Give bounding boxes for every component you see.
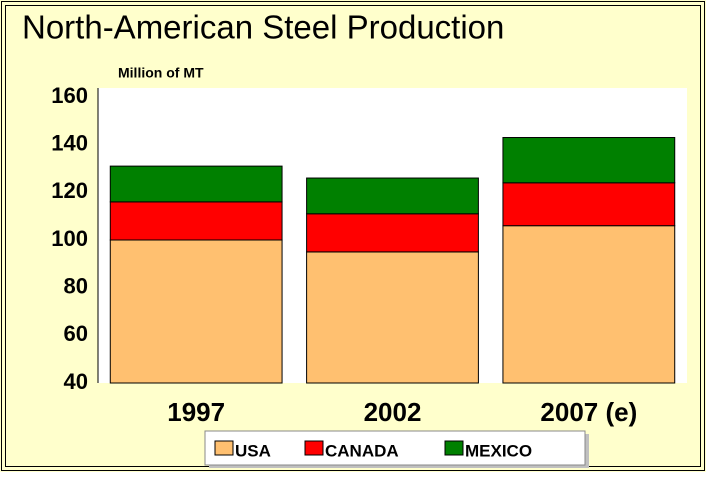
- x-tick-label: 2002: [364, 397, 422, 427]
- y-tick-label: 140: [51, 130, 88, 155]
- bar-segment: [502, 225, 676, 384]
- y-tick-label: 160: [51, 83, 88, 108]
- legend-swatch: [444, 440, 464, 456]
- y-tick-label: 120: [51, 178, 88, 203]
- bar-segment: [306, 213, 479, 253]
- legend-swatch: [214, 440, 234, 456]
- bar-segment: [306, 251, 479, 384]
- legend-label: MEXICO: [465, 441, 532, 460]
- legend-label: USA: [235, 441, 271, 460]
- y-tick-label: 80: [64, 273, 88, 298]
- bar-segment: [502, 182, 676, 227]
- bar-segment: [109, 165, 283, 203]
- x-tick-label: 1997: [167, 397, 225, 427]
- legend-swatch: [304, 440, 324, 456]
- bar-segment: [502, 137, 676, 184]
- y-axis-label: Million of MT: [118, 65, 204, 81]
- bar-segment: [306, 177, 479, 215]
- y-tick-label: 60: [64, 321, 88, 346]
- legend: [204, 430, 586, 466]
- chart-title: North-American Steel Production: [22, 9, 504, 46]
- y-tick-label: 40: [64, 369, 88, 394]
- bar-segment: [109, 201, 283, 241]
- y-tick-label: 100: [51, 226, 88, 251]
- x-tick-label: 2007 (e): [540, 397, 637, 427]
- legend-label: CANADA: [325, 441, 399, 460]
- bar-segment: [109, 239, 283, 384]
